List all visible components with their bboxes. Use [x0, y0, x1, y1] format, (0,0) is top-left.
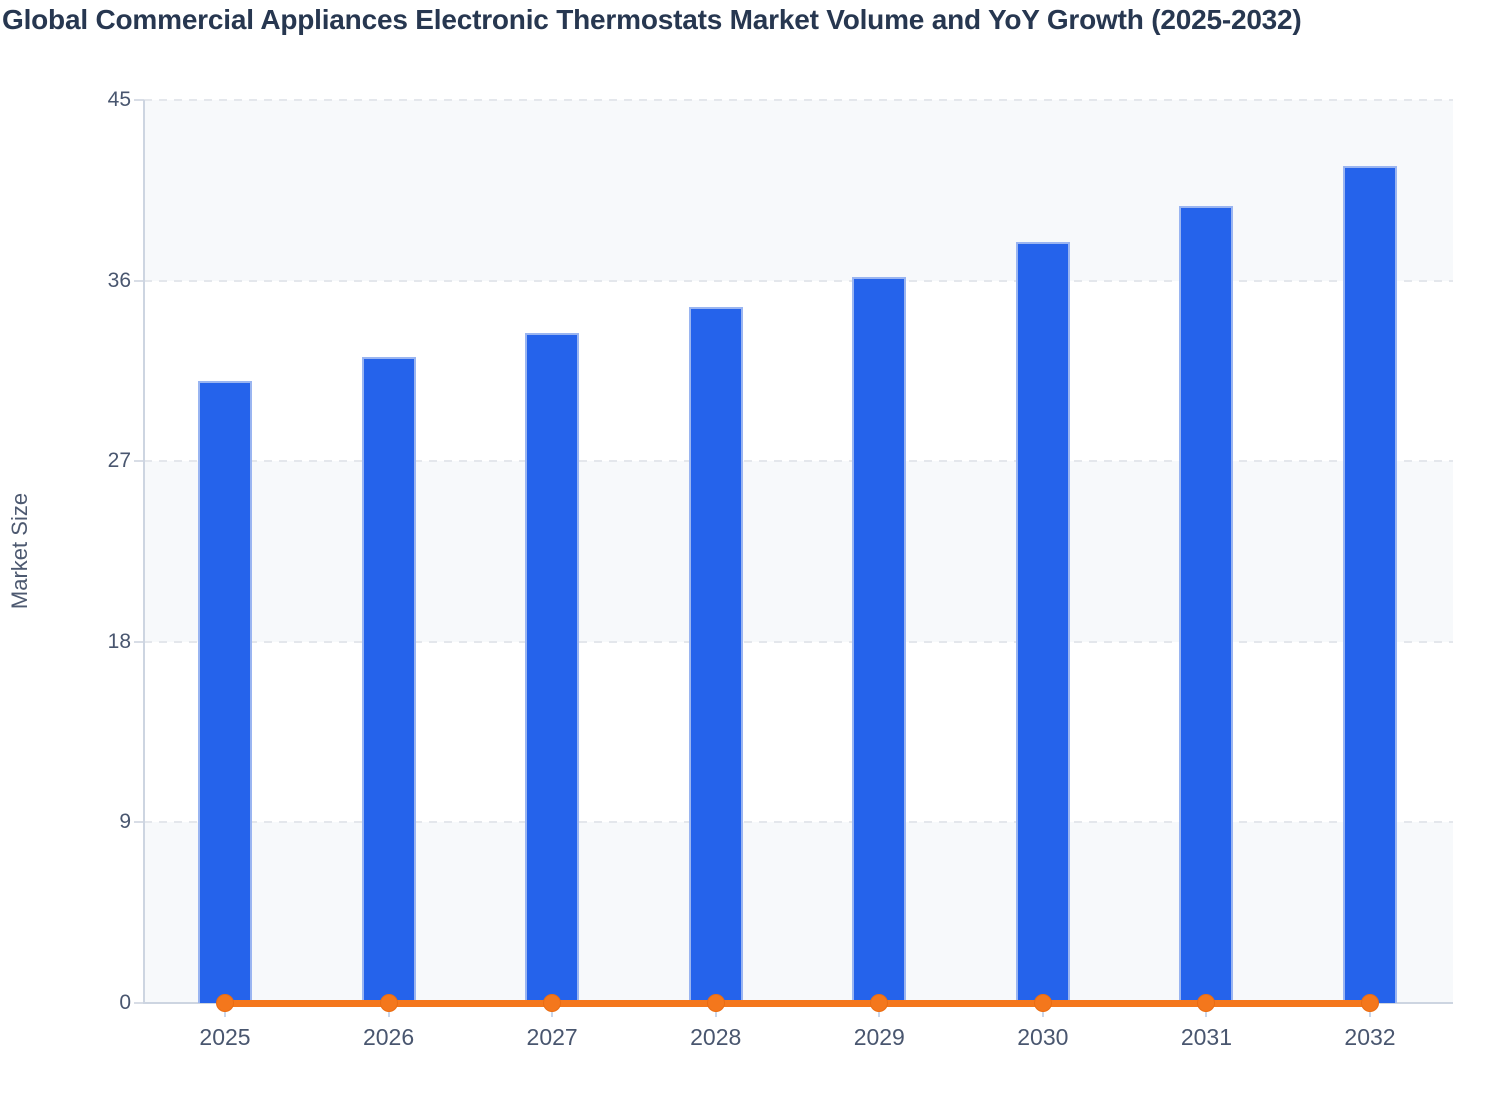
bar: [198, 380, 252, 1003]
x-tick-label: 2030: [1017, 1024, 1069, 1050]
x-tick-label: 2025: [199, 1024, 251, 1050]
yoy-marker: [870, 994, 889, 1012]
bar: [1343, 166, 1397, 1003]
gridline: [144, 279, 1453, 282]
y-axis-line: [143, 100, 145, 1004]
yoy-marker: [216, 994, 234, 1012]
gridline: [144, 821, 1453, 824]
y-tick-label: 45: [107, 88, 131, 111]
y-tick-mark: [134, 640, 144, 643]
bar: [688, 306, 743, 1003]
gridline: [144, 460, 1453, 463]
x-tick-label: 2026: [362, 1024, 415, 1050]
bar: [1015, 242, 1070, 1003]
yoy-marker: [543, 994, 562, 1012]
y-tick-mark: [134, 279, 144, 282]
plot-band: [144, 822, 1453, 1003]
bar: [852, 276, 907, 1003]
x-tick-label: 2029: [853, 1024, 905, 1050]
yoy-marker: [379, 994, 398, 1012]
chart-title: Global Commercial Appliances Electronic …: [2, 4, 1302, 35]
y-tick-label: 27: [107, 449, 131, 473]
gridline: [144, 99, 1453, 101]
y-tick-mark: [134, 1002, 144, 1004]
gridline: [144, 640, 1453, 643]
y-axis-title: Market Size: [7, 492, 32, 610]
plot-band: [144, 100, 1453, 281]
x-tick-label: 2028: [690, 1024, 742, 1050]
yoy-marker: [706, 994, 725, 1012]
yoy-marker: [1361, 994, 1379, 1012]
bar: [525, 332, 580, 1003]
y-tick-mark: [134, 460, 144, 463]
y-tick-label: 36: [107, 268, 131, 292]
x-tick-label: 2027: [526, 1024, 578, 1050]
yoy-marker: [1033, 994, 1052, 1012]
y-tick-label: 9: [119, 810, 131, 834]
y-tick-mark: [134, 821, 144, 824]
yoy-line: [225, 999, 1370, 1007]
yoy-marker: [1197, 994, 1216, 1012]
plot-band: [144, 461, 1453, 642]
x-tick-label: 2032: [1344, 1024, 1396, 1050]
y-tick-label: 0: [119, 991, 131, 1014]
x-tick-label: 2031: [1180, 1024, 1232, 1050]
bar: [1179, 206, 1234, 1003]
y-tick-label: 18: [107, 629, 131, 653]
y-tick-mark: [134, 99, 144, 101]
bar: [361, 356, 416, 1003]
